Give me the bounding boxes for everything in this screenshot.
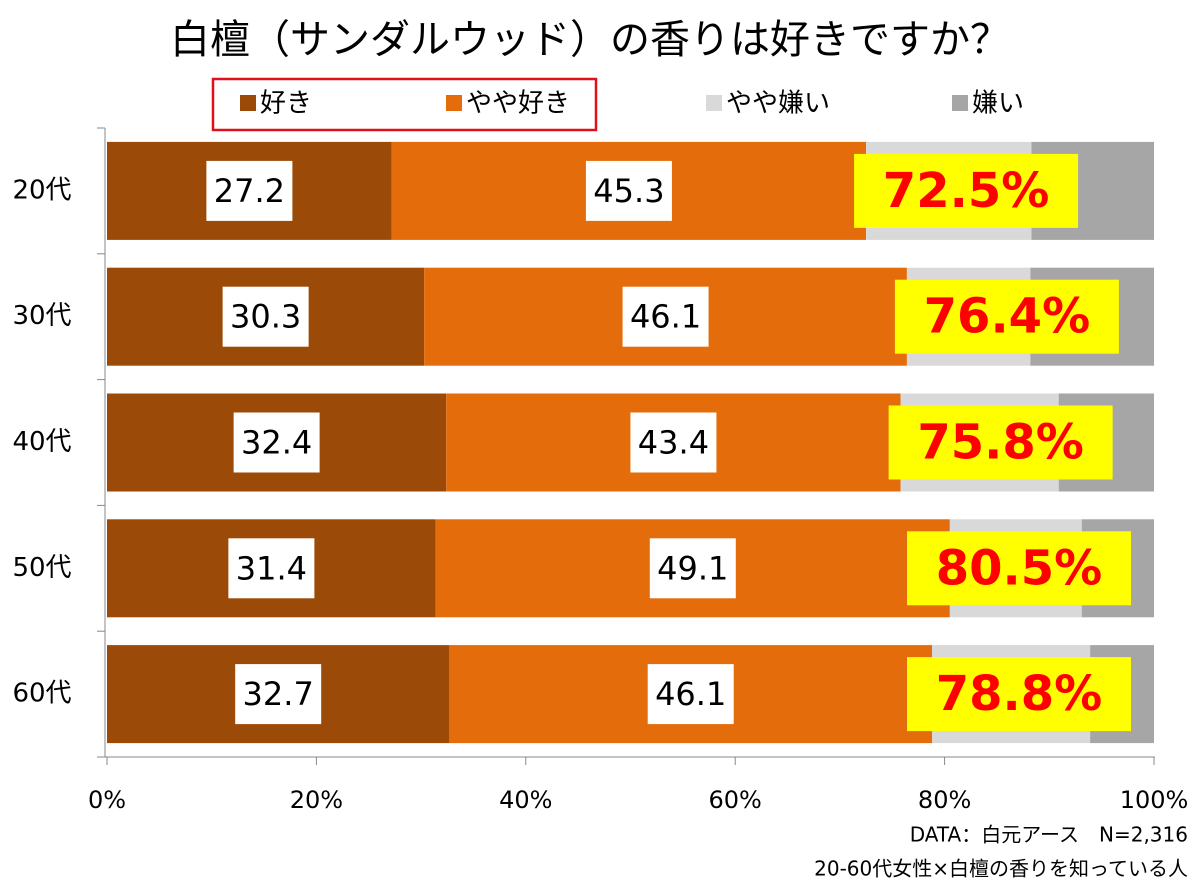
x-tick-label: 60% bbox=[709, 786, 762, 814]
source: DATA：白元アース N=2,316 bbox=[910, 823, 1188, 847]
legend-swatch bbox=[706, 95, 722, 111]
legend-label: 好き bbox=[260, 89, 312, 119]
total-label: 75.8% bbox=[917, 415, 1084, 471]
data-label-bg bbox=[228, 538, 315, 599]
y-tick-label: 30代 bbox=[12, 301, 71, 331]
y-tick-label: 20代 bbox=[12, 175, 71, 205]
x-tick-label: 100% bbox=[1120, 786, 1189, 814]
x-tick-label: 80% bbox=[918, 786, 971, 814]
total-label: 78.8% bbox=[936, 666, 1103, 722]
data-label-bg bbox=[622, 286, 709, 347]
legend-label: やや好き bbox=[466, 89, 570, 119]
data-label-bg bbox=[647, 664, 734, 725]
data-label: 45.3 bbox=[593, 172, 664, 210]
data-label: 30.3 bbox=[230, 298, 301, 336]
total-label-bg bbox=[894, 279, 1119, 354]
total-label: 76.4% bbox=[924, 289, 1091, 345]
data-label: 46.1 bbox=[630, 298, 701, 336]
data-label: 32.4 bbox=[241, 424, 312, 462]
y-tick-label: 60代 bbox=[12, 679, 71, 709]
total-label-bg bbox=[907, 531, 1131, 606]
data-label-bg bbox=[585, 160, 672, 221]
data-label-bg bbox=[222, 286, 309, 347]
legend-label: 嫌い bbox=[972, 89, 1024, 119]
total-label-bg bbox=[854, 153, 1079, 228]
x-tick-label: 20% bbox=[290, 786, 343, 814]
data-label: 46.1 bbox=[655, 675, 726, 713]
total-label-bg bbox=[888, 405, 1113, 480]
data-label-bg bbox=[233, 412, 320, 473]
y-tick-label: 40代 bbox=[12, 427, 71, 457]
y-tick-label: 50代 bbox=[12, 553, 71, 583]
legend-swatch bbox=[240, 95, 256, 111]
data-label-bg bbox=[206, 160, 293, 221]
x-tick-label: 0% bbox=[88, 786, 126, 814]
data-label: 32.7 bbox=[243, 675, 314, 713]
note: 20-60代女性×白檀の香りを知っている人 bbox=[814, 857, 1188, 881]
data-label-bg bbox=[649, 538, 736, 599]
data-label: 43.4 bbox=[638, 424, 709, 462]
legend-label: やや嫌い bbox=[726, 89, 830, 119]
data-label: 27.2 bbox=[214, 172, 285, 210]
x-tick-label: 40% bbox=[499, 786, 552, 814]
chart-title: 白檀（サンダルウッド）の香りは好きですか？ bbox=[170, 17, 1010, 63]
data-label-bg bbox=[235, 664, 322, 725]
total-label: 72.5% bbox=[883, 163, 1050, 219]
data-label-bg bbox=[630, 412, 717, 473]
total-label: 80.5% bbox=[936, 540, 1103, 596]
legend-swatch bbox=[446, 95, 462, 111]
legend-swatch bbox=[952, 95, 968, 111]
data-label: 31.4 bbox=[236, 549, 307, 587]
legend-highlight bbox=[211, 77, 598, 132]
data-label: 49.1 bbox=[657, 549, 728, 587]
total-label-bg bbox=[907, 657, 1131, 732]
